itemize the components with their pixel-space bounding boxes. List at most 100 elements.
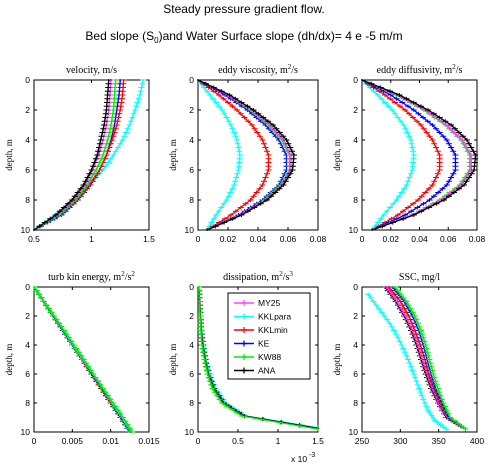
data-point	[105, 160, 112, 165]
data-point	[73, 346, 80, 351]
data-point	[441, 404, 448, 409]
x-tick-label: 0	[360, 234, 365, 244]
data-point	[265, 160, 272, 165]
data-point	[406, 111, 413, 116]
series-group	[197, 79, 297, 231]
data-point	[261, 141, 267, 146]
y-tick-label: 0	[25, 282, 30, 292]
data-point	[120, 85, 127, 90]
data-point	[104, 393, 111, 398]
data-point	[369, 228, 376, 231]
data-point	[45, 306, 52, 311]
y-axis-label: depth, m	[168, 344, 178, 376]
x-tick-label: 0.01	[102, 436, 119, 446]
data-point	[412, 375, 419, 380]
data-point	[216, 104, 222, 109]
data-point	[429, 183, 436, 187]
data-point	[236, 160, 243, 165]
data-point	[315, 427, 319, 432]
data-point	[265, 168, 272, 172]
data-point	[112, 404, 119, 409]
data-point	[395, 335, 402, 340]
data-point	[400, 295, 407, 300]
data-point	[229, 186, 236, 191]
data-point	[207, 379, 213, 384]
data-point	[130, 111, 137, 116]
data-point	[451, 190, 457, 195]
data-point	[403, 299, 410, 304]
data-point	[406, 361, 413, 366]
data-point	[431, 375, 438, 380]
data-point	[235, 145, 242, 150]
data-point	[420, 115, 427, 120]
data-point	[204, 372, 211, 376]
data-point	[452, 153, 459, 157]
data-point	[452, 156, 459, 161]
data-point	[208, 220, 215, 225]
data-point	[80, 357, 87, 362]
panel-title: eddy diffusivity, m2/s	[377, 63, 463, 76]
y-tick-label: 2	[25, 105, 30, 115]
data-point	[402, 213, 409, 217]
x-tick-label: 0.005	[62, 436, 84, 446]
data-point	[399, 100, 406, 105]
axes-box	[33, 286, 150, 433]
data-point	[197, 317, 204, 322]
data-point	[114, 119, 121, 124]
data-point	[385, 104, 392, 109]
data-point	[433, 145, 440, 150]
data-point	[197, 288, 202, 293]
data-point	[408, 141, 415, 146]
data-point	[427, 361, 434, 366]
y-tick-label: 4	[189, 135, 194, 145]
data-point	[450, 171, 457, 176]
data-point	[200, 350, 207, 355]
data-point	[434, 386, 441, 391]
data-point	[456, 130, 463, 135]
data-point	[405, 303, 412, 308]
data-point	[436, 115, 443, 120]
data-point	[238, 100, 245, 105]
data-point	[409, 168, 416, 172]
data-point	[470, 149, 477, 154]
data-point	[433, 175, 440, 180]
data-point	[400, 216, 407, 221]
data-point	[84, 175, 91, 180]
data-point	[58, 324, 65, 329]
data-point	[97, 138, 104, 142]
data-point	[365, 292, 372, 297]
data-point	[216, 93, 222, 97]
data-point	[430, 372, 437, 376]
data-point	[276, 186, 283, 191]
data-point	[82, 179, 89, 184]
data-point	[198, 335, 205, 340]
data-point	[80, 183, 87, 187]
panel-title: dissipation, m2/s3	[223, 270, 293, 283]
data-point	[204, 228, 210, 231]
series-group	[33, 79, 147, 231]
data-point	[454, 421, 461, 426]
data-point	[94, 153, 101, 157]
legend-label: KE	[258, 339, 270, 349]
data-point	[33, 288, 40, 293]
data-point	[63, 332, 70, 337]
data-point	[394, 115, 401, 120]
data-point	[291, 153, 297, 157]
data-point	[445, 141, 452, 146]
data-point	[237, 153, 243, 157]
data-point	[458, 424, 465, 429]
axes-box	[197, 286, 319, 433]
data-point	[33, 286, 37, 289]
series-line-KKLpara	[33, 79, 144, 231]
data-point	[408, 364, 415, 369]
data-point	[117, 411, 124, 416]
y-tick-label: 6	[25, 369, 30, 379]
panel-title: turb kin energy, m2/s2	[48, 270, 135, 283]
y-tick-label: 8	[189, 398, 194, 408]
data-point	[123, 130, 129, 135]
data-point	[103, 104, 110, 109]
data-point	[410, 201, 417, 206]
data-point	[68, 339, 75, 344]
data-point	[378, 310, 385, 315]
